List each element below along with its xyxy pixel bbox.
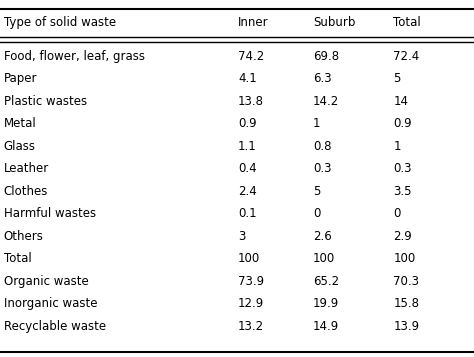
Text: Food, flower, leaf, grass: Food, flower, leaf, grass xyxy=(4,50,145,63)
Text: 70.3: 70.3 xyxy=(393,275,419,288)
Text: 1: 1 xyxy=(393,140,401,153)
Text: Total: Total xyxy=(393,16,421,29)
Text: 65.2: 65.2 xyxy=(313,275,339,288)
Text: 6.3: 6.3 xyxy=(313,72,331,85)
Text: 5: 5 xyxy=(313,185,320,198)
Text: Others: Others xyxy=(4,230,44,243)
Text: 100: 100 xyxy=(238,252,260,265)
Text: 5: 5 xyxy=(393,72,401,85)
Text: 1: 1 xyxy=(313,117,320,130)
Text: 0.9: 0.9 xyxy=(238,117,256,130)
Text: 0: 0 xyxy=(393,207,401,220)
Text: 0.4: 0.4 xyxy=(238,162,256,175)
Text: Total: Total xyxy=(4,252,32,265)
Text: 0: 0 xyxy=(313,207,320,220)
Text: 19.9: 19.9 xyxy=(313,297,339,310)
Text: 69.8: 69.8 xyxy=(313,50,339,63)
Text: Recyclable waste: Recyclable waste xyxy=(4,320,106,333)
Text: 13.8: 13.8 xyxy=(238,95,264,108)
Text: 14.9: 14.9 xyxy=(313,320,339,333)
Text: 2.4: 2.4 xyxy=(238,185,257,198)
Text: 74.2: 74.2 xyxy=(238,50,264,63)
Text: 12.9: 12.9 xyxy=(238,297,264,310)
Text: Clothes: Clothes xyxy=(4,185,48,198)
Text: 0.9: 0.9 xyxy=(393,117,412,130)
Text: 0.1: 0.1 xyxy=(238,207,256,220)
Text: Metal: Metal xyxy=(4,117,36,130)
Text: Glass: Glass xyxy=(4,140,36,153)
Text: 1.1: 1.1 xyxy=(238,140,257,153)
Text: 0.8: 0.8 xyxy=(313,140,331,153)
Text: 72.4: 72.4 xyxy=(393,50,419,63)
Text: Paper: Paper xyxy=(4,72,37,85)
Text: Leather: Leather xyxy=(4,162,49,175)
Text: 3: 3 xyxy=(238,230,246,243)
Text: 15.8: 15.8 xyxy=(393,297,419,310)
Text: 0.3: 0.3 xyxy=(313,162,331,175)
Text: Harmful wastes: Harmful wastes xyxy=(4,207,96,220)
Text: 100: 100 xyxy=(313,252,335,265)
Text: 2.6: 2.6 xyxy=(313,230,332,243)
Text: Suburb: Suburb xyxy=(313,16,355,29)
Text: Plastic wastes: Plastic wastes xyxy=(4,95,87,108)
Text: 73.9: 73.9 xyxy=(238,275,264,288)
Text: 2.9: 2.9 xyxy=(393,230,412,243)
Text: Inorganic waste: Inorganic waste xyxy=(4,297,97,310)
Text: 14: 14 xyxy=(393,95,409,108)
Text: 0.3: 0.3 xyxy=(393,162,412,175)
Text: 3.5: 3.5 xyxy=(393,185,412,198)
Text: 13.9: 13.9 xyxy=(393,320,419,333)
Text: 100: 100 xyxy=(393,252,416,265)
Text: 4.1: 4.1 xyxy=(238,72,257,85)
Text: Inner: Inner xyxy=(238,16,269,29)
Text: Type of solid waste: Type of solid waste xyxy=(4,16,116,29)
Text: Organic waste: Organic waste xyxy=(4,275,89,288)
Text: 14.2: 14.2 xyxy=(313,95,339,108)
Text: 13.2: 13.2 xyxy=(238,320,264,333)
